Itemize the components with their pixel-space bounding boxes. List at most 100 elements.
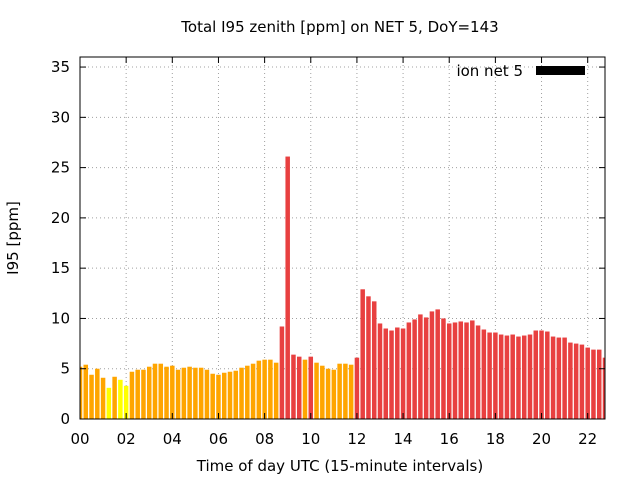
bar (527, 334, 533, 419)
bar (562, 337, 567, 419)
bar (80, 366, 83, 419)
bar (395, 327, 400, 419)
bar (129, 371, 135, 419)
bar (498, 334, 504, 419)
bar (175, 369, 181, 419)
legend: ion net 5 (456, 62, 585, 80)
y-tick-label: 5 (60, 360, 70, 378)
bar (239, 367, 244, 419)
bar (302, 359, 308, 419)
bar (533, 330, 539, 419)
bar (481, 329, 487, 419)
x-tick-label: 14 (394, 430, 413, 448)
y-tick-label: 30 (51, 108, 70, 126)
bar (221, 372, 227, 419)
bar (95, 368, 100, 419)
bar (141, 369, 146, 419)
x-tick-label: 08 (255, 430, 274, 448)
bar (273, 362, 279, 419)
bar (89, 374, 94, 419)
bar (446, 323, 452, 419)
bar (423, 317, 429, 419)
bar (348, 364, 354, 419)
bar (164, 366, 169, 419)
bar (158, 363, 164, 419)
y-tick-label: 15 (51, 259, 70, 277)
y-tick-label: 35 (51, 58, 70, 76)
bar (204, 369, 210, 419)
chart-title: Total I95 zenith [ppm] on NET 5, DoY=143 (180, 18, 498, 36)
x-tick-label: 00 (70, 430, 89, 448)
bar (118, 379, 123, 419)
x-axis-label: Time of day UTC (15-minute intervals) (196, 457, 483, 475)
bar (452, 322, 458, 419)
bar (146, 366, 152, 419)
x-tick-label: 04 (163, 430, 182, 448)
bar (123, 385, 129, 419)
bar (285, 156, 290, 420)
bar (573, 343, 579, 419)
bar (83, 364, 89, 419)
bar (435, 309, 440, 419)
bar (418, 314, 423, 419)
bar (556, 337, 562, 419)
bar (464, 322, 469, 419)
bar (233, 370, 239, 419)
bar (100, 377, 106, 419)
bar (198, 367, 204, 419)
bar (227, 371, 233, 419)
x-tick-label: 22 (578, 430, 597, 448)
bar (383, 328, 389, 419)
bar (545, 331, 550, 419)
bar (487, 332, 492, 419)
bar (308, 356, 314, 419)
x-tick-label: 18 (486, 430, 505, 448)
bar (193, 367, 198, 419)
legend-swatch (536, 66, 585, 75)
plot-frame (79, 56, 606, 420)
bar (406, 322, 412, 419)
x-tick-label: 16 (440, 430, 459, 448)
bar (135, 369, 140, 419)
bar (596, 349, 602, 419)
bar (181, 367, 187, 419)
y-axis-label: I95 [ppm] (4, 201, 22, 275)
bar (389, 330, 394, 419)
bar (470, 320, 475, 419)
x-tick-label: 20 (532, 430, 551, 448)
bar (475, 325, 481, 419)
legend-label: ion net 5 (456, 62, 523, 80)
bar (210, 373, 215, 419)
bar (493, 332, 498, 419)
bar (262, 359, 267, 419)
bar (187, 366, 192, 419)
y-tick-label: 20 (51, 209, 70, 227)
y-tick-label: 25 (51, 159, 70, 177)
bar (337, 363, 342, 419)
bar (112, 376, 117, 419)
bar (591, 349, 596, 419)
bar (429, 311, 435, 419)
bar (602, 357, 605, 419)
bar (568, 342, 573, 419)
bar (585, 347, 590, 419)
bar (550, 336, 556, 419)
bar (152, 363, 158, 419)
bar (400, 328, 406, 419)
bar (216, 374, 221, 419)
bar (256, 360, 262, 419)
bar (343, 363, 348, 419)
bar (268, 359, 273, 419)
bar (250, 363, 256, 419)
x-tick-label: 02 (117, 430, 136, 448)
bar (539, 330, 544, 419)
grid (80, 57, 605, 419)
bar (314, 362, 319, 419)
bar (458, 321, 464, 419)
bar (579, 344, 585, 419)
bars (80, 156, 605, 420)
bar (441, 318, 446, 419)
bar (170, 365, 175, 419)
bar (371, 301, 377, 419)
